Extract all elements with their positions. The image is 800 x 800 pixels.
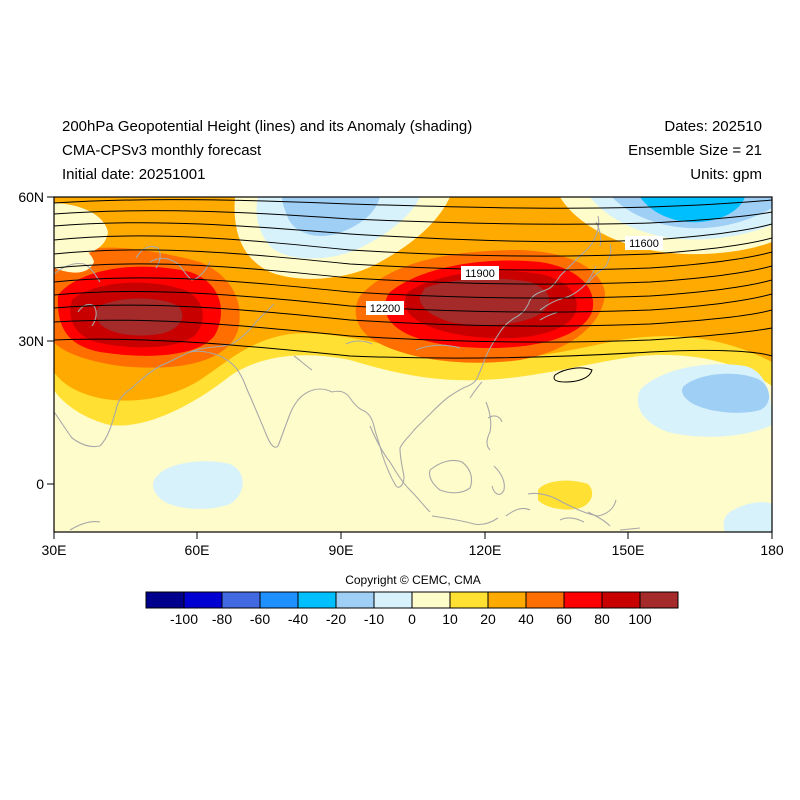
axis-ticks	[47, 196, 773, 539]
colorbar-swatch	[221, 591, 261, 609]
initial-date: Initial date: 20251001	[62, 166, 206, 183]
colorbar-swatch	[487, 591, 527, 609]
colorbar-label: -40	[287, 611, 309, 627]
contour-label-11600: 11600	[629, 238, 659, 250]
colorbar	[145, 591, 679, 609]
colorbar-label: 60	[556, 611, 572, 627]
colorbar-label: 40	[518, 611, 534, 627]
colorbar-label: 80	[594, 611, 610, 627]
colorbar-swatch	[373, 591, 413, 609]
lat-tick-0: 0	[36, 476, 44, 492]
lat-tick-60n: 60N	[18, 189, 44, 205]
lon-tick-30e: 30E	[42, 542, 67, 558]
ensemble-size: Ensemble Size = 21	[628, 142, 762, 159]
anomaly-shading	[54, 197, 772, 532]
colorbar-swatch	[183, 591, 223, 609]
lon-tick-180: 180	[760, 542, 784, 558]
units-label: Units: gpm	[690, 166, 762, 183]
colorbar-swatch	[525, 591, 565, 609]
forecast-dates: Dates: 202510	[664, 118, 762, 135]
colorbar-label: 20	[480, 611, 496, 627]
colorbar-label: -60	[249, 611, 271, 627]
contour-labels: 11600 11900 12200	[366, 236, 663, 315]
lon-labels: 30E 60E 90E 120E 150E 180	[42, 542, 784, 558]
colorbar-swatch	[639, 591, 679, 609]
colorbar-label: -80	[211, 611, 233, 627]
height-contours	[54, 199, 772, 383]
colorbar-swatch	[601, 591, 641, 609]
colorbar-label: 100	[628, 611, 652, 627]
colorbar-label: -10	[363, 611, 385, 627]
colorbar-swatch	[145, 591, 185, 609]
lat-tick-30n: 30N	[18, 333, 44, 349]
contour-label-11900: 11900	[465, 268, 495, 280]
copyright-text: Copyright © CEMC, CMA	[345, 573, 481, 587]
colorbar-label: 0	[408, 611, 416, 627]
lon-tick-120e: 120E	[469, 542, 502, 558]
colorbar-swatch	[411, 591, 451, 609]
model-name: CMA-CPSv3 monthly forecast	[62, 142, 262, 159]
lat-labels: 60N 30N 0	[18, 189, 44, 492]
map-frame	[53, 196, 773, 533]
lon-tick-150e: 150E	[612, 542, 645, 558]
contour-label-12200: 12200	[370, 303, 401, 315]
colorbar-swatch	[297, 591, 337, 609]
lon-tick-60e: 60E	[185, 542, 210, 558]
colorbar-swatch	[449, 591, 489, 609]
map-title: 200hPa Geopotential Height (lines) and i…	[62, 118, 473, 135]
colorbar-label: -20	[325, 611, 347, 627]
lon-tick-90e: 90E	[329, 542, 354, 558]
coastlines	[54, 215, 641, 531]
colorbar-swatch	[563, 591, 603, 609]
colorbar-label: 10	[442, 611, 458, 627]
colorbar-swatch	[259, 591, 299, 609]
colorbar-swatch	[335, 591, 375, 609]
colorbar-label: -100	[169, 611, 199, 627]
